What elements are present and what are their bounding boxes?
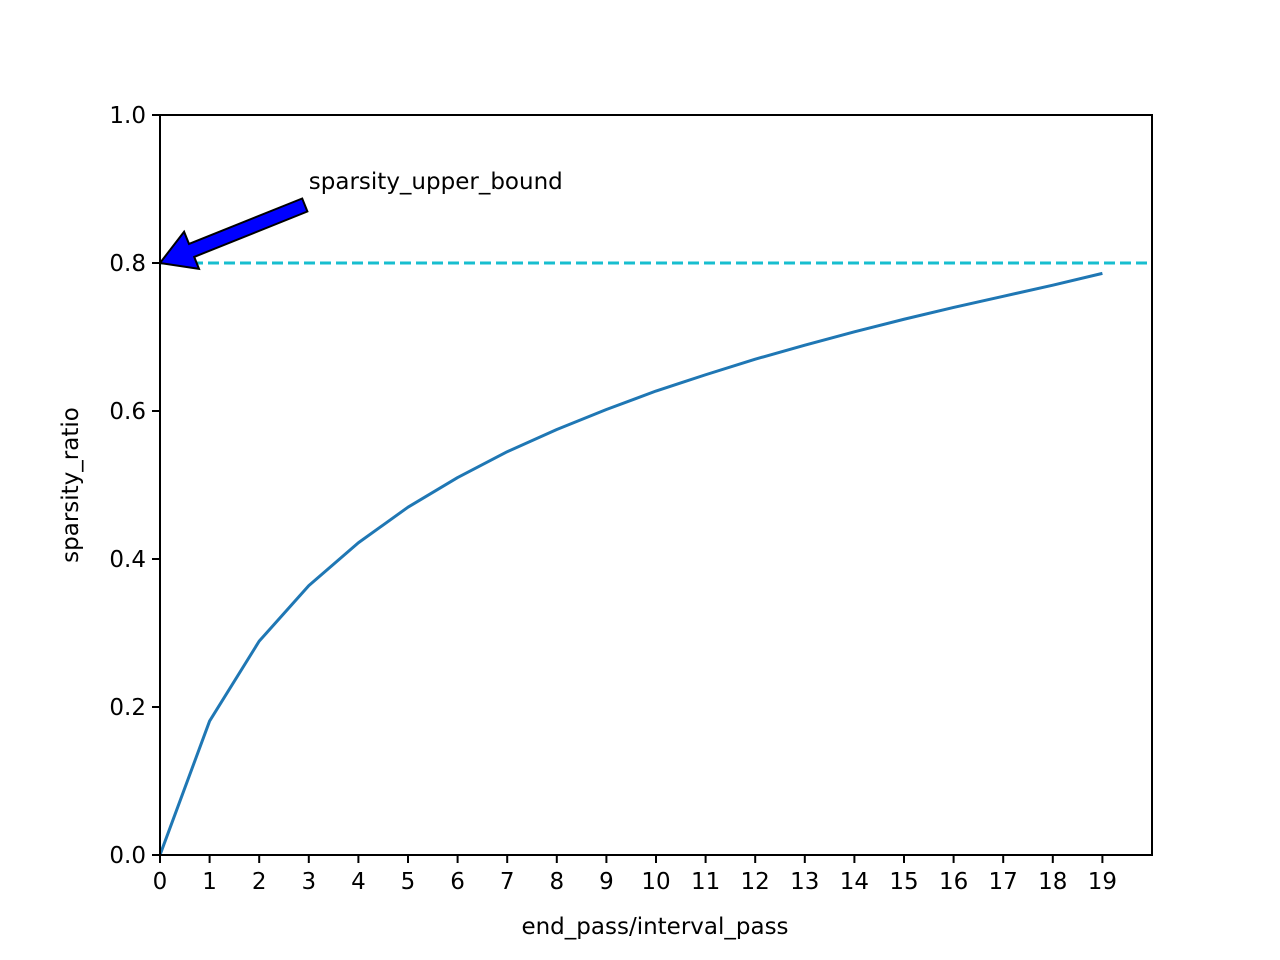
x-tick-label: 7 (500, 869, 515, 895)
x-tick-label: 11 (691, 869, 720, 895)
x-tick-label: 17 (989, 869, 1018, 895)
x-tick-label: 4 (351, 869, 366, 895)
x-tick-label: 14 (840, 869, 869, 895)
y-tick-label: 0.0 (109, 843, 146, 869)
x-tick-label: 15 (889, 869, 918, 895)
y-tick-label: 0.4 (109, 547, 146, 573)
x-tick-label: 5 (401, 869, 416, 895)
y-tick-label: 0.8 (109, 251, 146, 277)
x-tick-label: 8 (549, 869, 564, 895)
axes: 0 1 2 3 4 5 6 7 8 9 10 11 12 13 14 15 16 17 18 190.00.20.40… (109, 103, 1153, 895)
x-tick-label: 16 (939, 869, 968, 895)
y-axis-label: sparsity_ratio (58, 407, 84, 563)
x-tick-label: 12 (741, 869, 770, 895)
x-tick-label: 6 (450, 869, 465, 895)
x-tick-label: 18 (1038, 869, 1067, 895)
plot-area (160, 261, 1152, 855)
x-tick-label: 1 (202, 869, 217, 895)
annotation-label: sparsity_upper_bound (309, 169, 563, 195)
y-tick-label: 1.0 (109, 103, 146, 129)
x-tick-label: 9 (599, 869, 614, 895)
x-tick-label: 0 (153, 869, 168, 895)
y-tick-label: 0.6 (109, 399, 146, 425)
x-tick-label: 19 (1088, 869, 1117, 895)
annotation: sparsity_upper_bound (158, 169, 563, 271)
x-tick-label: 13 (790, 869, 819, 895)
annotation-arrow (158, 197, 309, 271)
y-tick-label: 0.2 (109, 695, 146, 721)
x-tick-label: 2 (252, 869, 267, 895)
x-axis-label: end_pass/interval_pass (521, 914, 788, 940)
sparsity-ratio-line (160, 271, 1103, 855)
x-tick-label: 3 (301, 869, 316, 895)
x-tick-label: 10 (641, 869, 670, 895)
